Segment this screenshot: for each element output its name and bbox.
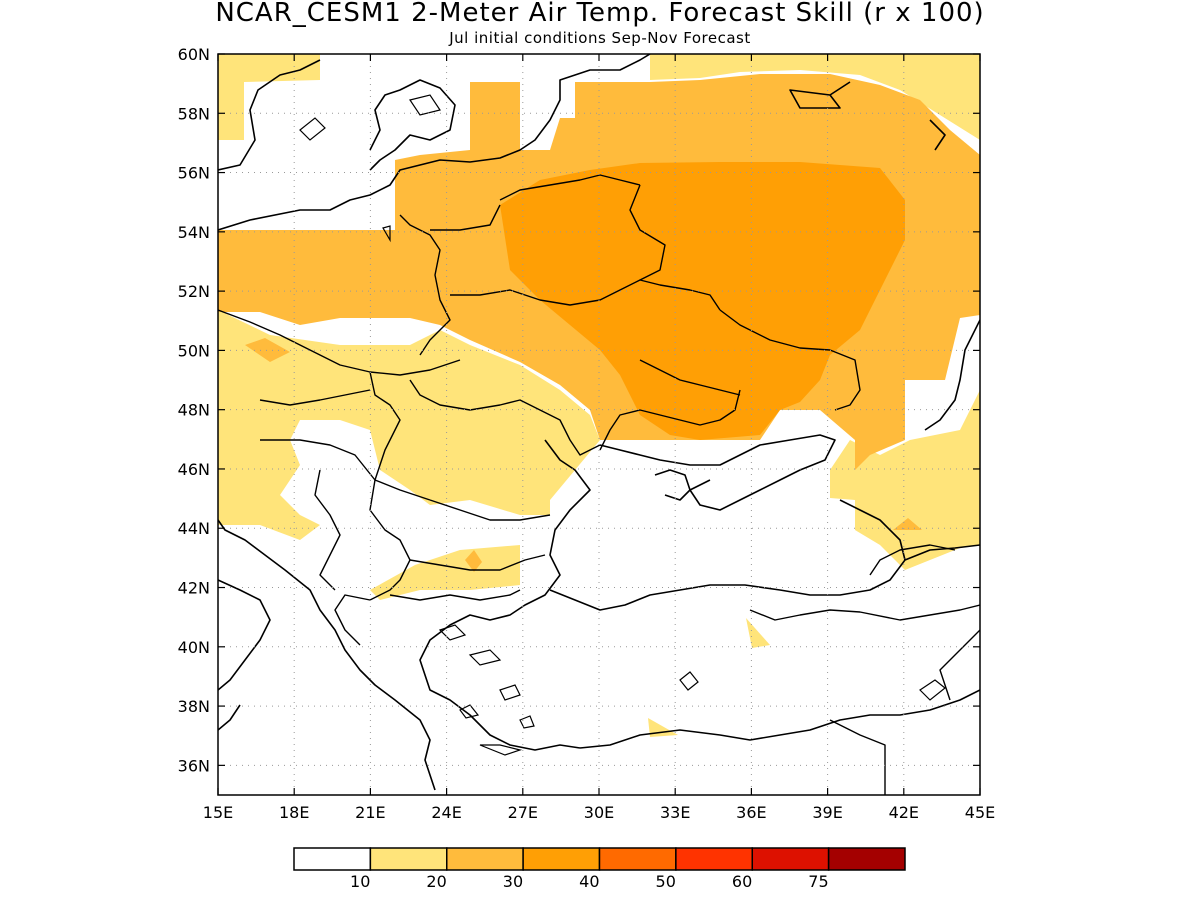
skill-region-20-30-georgia-spot — [893, 518, 922, 530]
colorbar-swatch — [598, 847, 677, 871]
skill-region-10-20-central — [218, 310, 600, 540]
y-tick-label: 48N — [178, 401, 210, 420]
y-tick-label: 40N — [178, 638, 210, 657]
x-tick-label: 24E — [431, 803, 461, 822]
y-tick-label: 42N — [178, 579, 210, 598]
x-tick-label: 30E — [584, 803, 614, 822]
colorbar-label: 60 — [732, 872, 752, 891]
x-tick-label: 33E — [660, 803, 690, 822]
skill-region-10-20-north — [650, 54, 980, 140]
skill-region-20-30-bulgaria-spot — [465, 550, 482, 572]
y-tick-label: 50N — [178, 341, 210, 360]
colorbar-swatch — [675, 847, 753, 871]
map-axes: 15E 18E 21E 24E 27E 30E 33E 36E 39E 42E 45E 36N 38N 4… — [178, 45, 996, 822]
coastlines — [218, 54, 980, 791]
x-tick-label: 18E — [279, 803, 309, 822]
colorbar-label: 40 — [579, 872, 599, 891]
y-tick-label: 60N — [178, 45, 210, 64]
x-tick-label: 36E — [736, 803, 766, 822]
y-tick-label: 46N — [178, 460, 210, 479]
x-tick-label: 39E — [812, 803, 842, 822]
colorbar: 10 20 30 40 50 60 75 — [293, 847, 906, 891]
skill-region-30-40 — [500, 162, 905, 440]
colorbar-swatch — [446, 847, 524, 871]
colorbar-swatch — [751, 847, 830, 871]
y-tick-label: 54N — [178, 223, 210, 242]
y-tick-label: 56N — [178, 164, 210, 183]
skill-region-10-20-turkey-b — [648, 718, 678, 737]
colorbar-swatch — [827, 847, 906, 871]
colorbar-swatch — [293, 847, 372, 871]
skill-region-10-20-bulgaria — [370, 545, 520, 600]
x-tick-label: 45E — [965, 803, 995, 822]
skill-region-10-20-turkey-a — [746, 618, 770, 648]
skill-region-10-20-caucasus — [830, 390, 980, 570]
country-borders — [218, 174, 980, 795]
y-tick-label: 38N — [178, 697, 210, 716]
colorbar-label: 10 — [350, 872, 370, 891]
y-tick-label: 58N — [178, 104, 210, 123]
map-grid — [218, 54, 980, 795]
y-tick-label: 44N — [178, 519, 210, 538]
x-tick-label: 42E — [889, 803, 919, 822]
y-tick-label: 36N — [178, 756, 210, 775]
colorbar-label: 20 — [426, 872, 446, 891]
colorbar-label: 30 — [503, 872, 523, 891]
x-tick-label: 21E — [355, 803, 385, 822]
chart-title: NCAR_CESM1 2-Meter Air Temp. Forecast Sk… — [215, 0, 985, 28]
colorbar-label: 50 — [656, 872, 676, 891]
colorbar-label: 75 — [808, 872, 828, 891]
skill-region-10-20-scandinavia — [218, 54, 320, 140]
x-tick-label: 15E — [203, 803, 233, 822]
colorbar-swatch — [369, 847, 448, 871]
chart-subtitle: Jul initial conditions Sep-Nov Forecast — [449, 29, 751, 47]
y-tick-label: 52N — [178, 282, 210, 301]
colorbar-swatch — [522, 847, 601, 871]
skill-region-20-30-west-blob — [245, 338, 290, 362]
x-tick-label: 27E — [508, 803, 538, 822]
skill-field — [218, 54, 980, 795]
